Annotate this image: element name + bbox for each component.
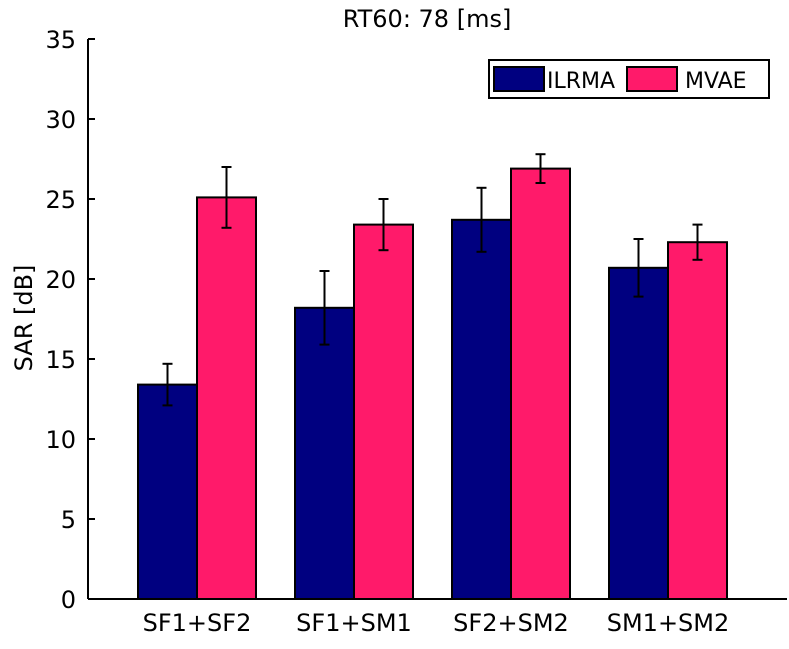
bar-mvae-1 bbox=[353, 223, 414, 600]
y-tick-label: 30 bbox=[45, 106, 76, 134]
y-tick-label: 15 bbox=[45, 346, 76, 374]
bar-ilrma-0 bbox=[137, 383, 198, 600]
bars-layer bbox=[137, 167, 728, 601]
y-tick-label: 20 bbox=[45, 266, 76, 294]
legend-swatch-ilrma bbox=[493, 66, 545, 92]
axes-layer: SF1+SF2 SF1+SM1 SF2+SM2 SM1+SM2 0 5 10 15 20 25 30… bbox=[45, 26, 787, 637]
x-tick-label: SF1+SF2 bbox=[143, 609, 252, 637]
legend: ILRMA MVAE bbox=[488, 59, 770, 99]
error-bar-mvae-0 bbox=[221, 166, 232, 229]
y-tick-label: 5 bbox=[61, 506, 76, 534]
bar-mvae-3 bbox=[667, 241, 728, 600]
error-bar-ilrma-0 bbox=[162, 362, 173, 407]
y-tick-label: 25 bbox=[45, 186, 76, 214]
error-bar-ilrma-3 bbox=[633, 238, 644, 298]
legend-label-mvae: MVAE bbox=[685, 69, 747, 94]
error-bar-ilrma-1 bbox=[319, 270, 330, 346]
y-tick-label: 0 bbox=[61, 586, 76, 614]
y-axis-label: SAR [dB] bbox=[10, 265, 38, 372]
bar-ilrma-2 bbox=[451, 218, 512, 601]
y-tick-label: 10 bbox=[45, 426, 76, 454]
error-bars-layer bbox=[162, 153, 703, 407]
bar-mvae-2 bbox=[510, 167, 571, 600]
error-bar-mvae-2 bbox=[535, 153, 546, 184]
error-bar-mvae-3 bbox=[692, 223, 703, 261]
bar-ilrma-1 bbox=[294, 306, 355, 600]
bar-mvae-0 bbox=[196, 196, 257, 600]
error-bar-ilrma-2 bbox=[476, 186, 487, 253]
chart-title: RT60: 78 [ms] bbox=[343, 5, 512, 33]
y-tick-label: 35 bbox=[45, 26, 76, 54]
x-tick-label: SF2+SM2 bbox=[453, 609, 569, 637]
x-tick-label: SF1+SM1 bbox=[296, 609, 412, 637]
legend-label-ilrma: ILRMA bbox=[547, 69, 615, 94]
bar-ilrma-3 bbox=[608, 266, 669, 600]
error-bar-mvae-1 bbox=[378, 198, 389, 252]
x-tick-label: SM1+SM2 bbox=[607, 609, 730, 637]
legend-swatch-mvae bbox=[626, 66, 678, 92]
